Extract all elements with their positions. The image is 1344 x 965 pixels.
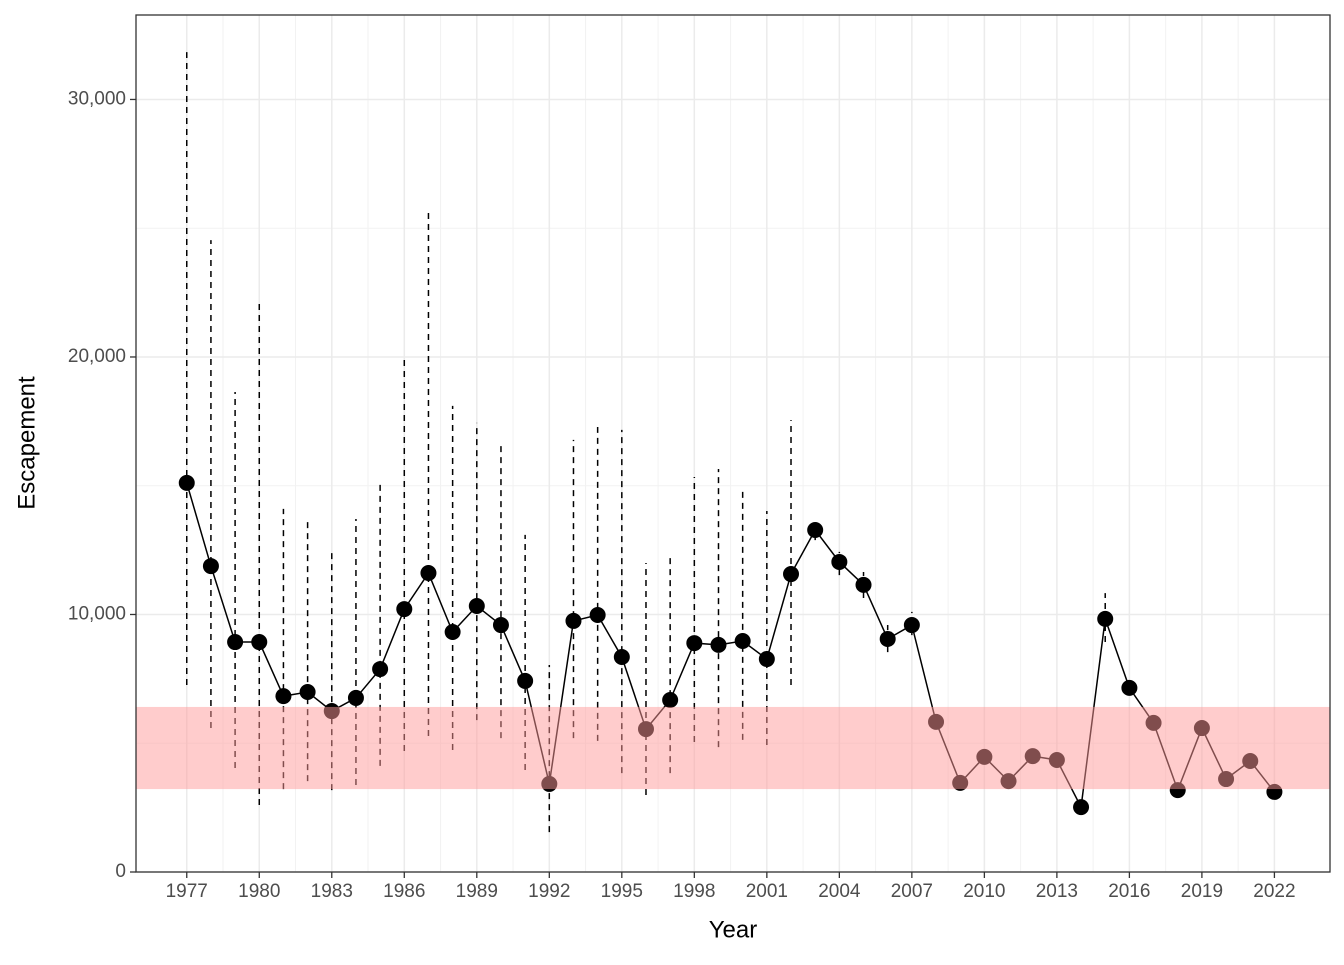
point bbox=[492, 617, 509, 634]
point bbox=[468, 597, 485, 614]
point bbox=[299, 683, 316, 700]
point bbox=[589, 607, 606, 624]
point bbox=[613, 648, 630, 665]
x-tick-label: 2013 bbox=[1036, 881, 1078, 902]
point bbox=[202, 558, 219, 575]
x-tick-label: 2010 bbox=[963, 881, 1005, 902]
point bbox=[783, 566, 800, 583]
point bbox=[903, 617, 920, 634]
point bbox=[396, 601, 413, 618]
y-tick-label: 20,000 bbox=[68, 346, 126, 367]
point bbox=[251, 634, 268, 651]
point bbox=[831, 553, 848, 570]
x-tick-label: 1980 bbox=[238, 881, 280, 902]
point bbox=[686, 635, 703, 652]
point bbox=[662, 691, 679, 708]
panel-border bbox=[135, 14, 1331, 873]
point bbox=[517, 672, 534, 689]
x-tick-label: 2016 bbox=[1108, 881, 1150, 902]
point bbox=[420, 565, 437, 582]
y-tick-label: 10,000 bbox=[68, 604, 126, 625]
point bbox=[1073, 799, 1090, 816]
x-tick-label: 1983 bbox=[311, 881, 353, 902]
point bbox=[178, 474, 195, 491]
point bbox=[855, 576, 872, 593]
x-tick-label: 2007 bbox=[891, 881, 933, 902]
point bbox=[734, 633, 751, 650]
point bbox=[347, 689, 364, 706]
x-tick-label: 2001 bbox=[746, 881, 788, 902]
y-tick-label: 0 bbox=[115, 861, 126, 882]
point bbox=[710, 636, 727, 653]
point bbox=[807, 522, 824, 539]
x-tick-label: 1992 bbox=[528, 881, 570, 902]
x-tick-label: 2004 bbox=[818, 881, 861, 902]
x-tick-label: 2019 bbox=[1181, 881, 1223, 902]
point bbox=[565, 612, 582, 629]
x-tick-label: 1995 bbox=[601, 881, 643, 902]
point bbox=[444, 623, 461, 640]
x-tick-label: 1977 bbox=[166, 881, 208, 902]
x-tick-label: 1989 bbox=[456, 881, 498, 902]
y-axis-title: Escapement bbox=[13, 376, 40, 510]
x-tick-label: 2022 bbox=[1253, 881, 1295, 902]
x-tick-label: 1998 bbox=[673, 881, 715, 902]
goal-range bbox=[136, 706, 1330, 790]
x-tick-label: 1986 bbox=[383, 881, 425, 902]
point bbox=[1097, 610, 1114, 627]
point bbox=[1121, 679, 1138, 696]
point bbox=[372, 661, 389, 678]
point bbox=[758, 651, 775, 668]
y-tick-label: 30,000 bbox=[68, 88, 126, 109]
x-axis-title: Year bbox=[709, 916, 758, 943]
point bbox=[227, 634, 244, 651]
point bbox=[879, 630, 896, 647]
point bbox=[275, 688, 292, 705]
